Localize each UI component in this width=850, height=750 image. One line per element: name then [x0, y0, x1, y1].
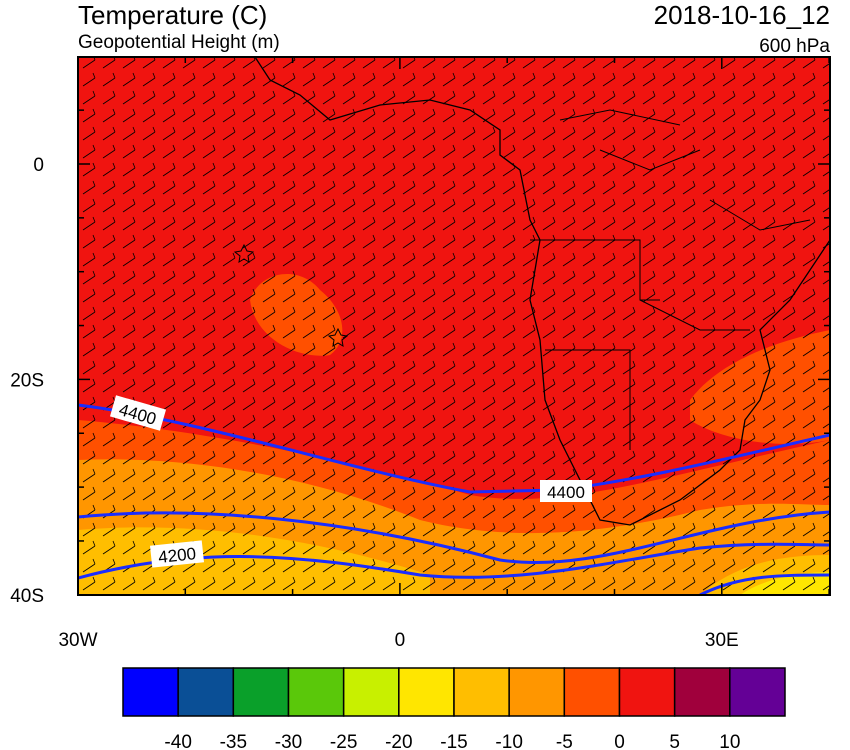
contour-label: 4400 — [540, 480, 592, 502]
colorbar-box — [618, 667, 676, 717]
contour-label-text: 4200 — [157, 544, 197, 567]
colorbar-label: -20 — [385, 732, 412, 750]
colorbar-label: 0 — [614, 732, 625, 750]
colorbar-label: -40 — [164, 732, 191, 750]
lon-label: 30W — [58, 630, 97, 651]
colorbar-label: -5 — [556, 732, 573, 750]
colorbar-box — [673, 667, 731, 717]
height-contour — [78, 510, 830, 565]
colorbar-label: -35 — [220, 732, 247, 750]
colorbar-box — [287, 667, 345, 717]
colorbar-label: -25 — [330, 732, 357, 750]
colorbar-box — [453, 667, 510, 717]
lat-label: 40S — [10, 586, 44, 607]
colorbar: -40 -35 -30 -25 -20 -15 -10 -5 0 5 10 — [122, 667, 786, 750]
colorbar-box — [398, 667, 455, 717]
axis-ticks — [77, 57, 830, 596]
colorbar-box — [122, 667, 179, 717]
colorbar-label: -15 — [440, 732, 467, 750]
borders — [530, 109, 811, 450]
height-contour — [78, 403, 830, 494]
colorbar-label: -10 — [495, 732, 522, 750]
colorbar-box — [177, 667, 235, 717]
marker — [327, 327, 349, 347]
colorbar-label: 10 — [719, 732, 740, 750]
level: 600 hPa — [759, 36, 830, 57]
colorbar-label: -30 — [275, 732, 302, 750]
colorbar-box — [508, 667, 566, 717]
contour-label-text: 4400 — [547, 483, 585, 502]
colorbar-box — [729, 667, 786, 717]
lon-label: 30E — [705, 630, 739, 651]
coastline — [254, 57, 830, 526]
lon-label: 0 — [395, 630, 406, 651]
lat-label: 0 — [33, 155, 44, 176]
contour-label: 4200 — [149, 540, 205, 568]
title: Temperature (C) — [78, 0, 267, 30]
wind-barbs — [78, 57, 830, 595]
marker — [233, 243, 255, 263]
axis-labels: 0 20S 40S 30W 0 30E — [10, 155, 739, 651]
datetime: 2018-10-16_12 — [654, 0, 830, 30]
colorbar-box — [232, 667, 290, 717]
height-contour — [699, 573, 830, 595]
colorbar-label: 5 — [669, 732, 680, 750]
subtitle: Geopotential Height (m) — [78, 32, 280, 53]
colorbar-box — [342, 667, 400, 717]
height-contour — [78, 542, 830, 580]
lat-label: 20S — [10, 370, 44, 391]
map-area — [78, 57, 830, 595]
colorbar-box — [563, 667, 621, 717]
